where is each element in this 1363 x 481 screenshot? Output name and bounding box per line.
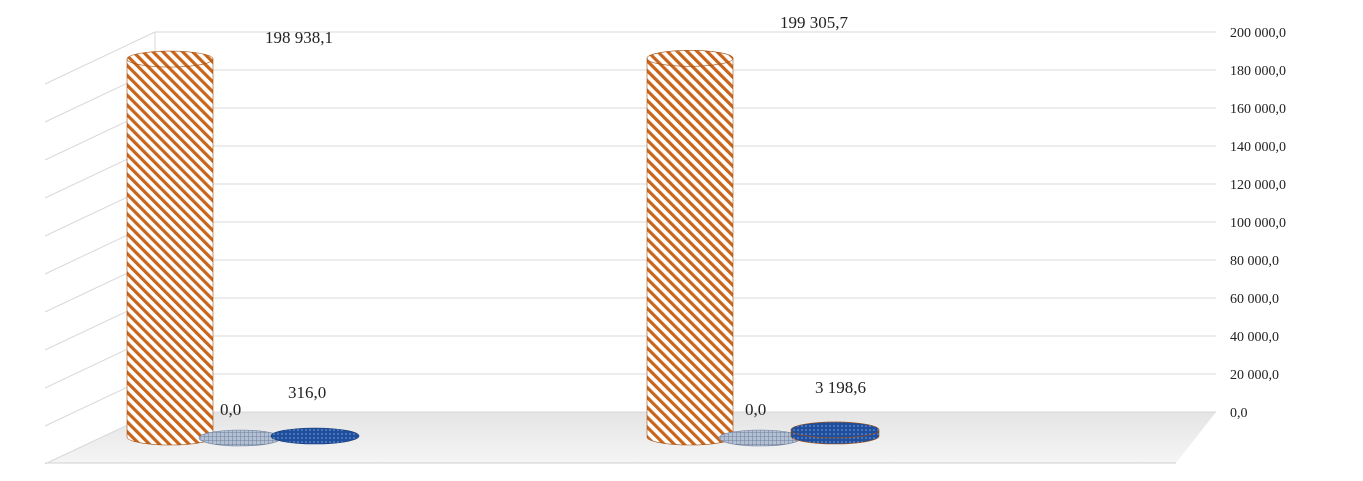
data-label: 198 938,1 <box>265 28 333 47</box>
chart-walls <box>45 412 1216 464</box>
bar-body <box>646 58 734 446</box>
y-tick-label: 60 000,0 <box>1230 292 1279 307</box>
bar-disc <box>198 429 282 447</box>
bars <box>126 50 880 447</box>
y-tick-label: 180 000,0 <box>1230 64 1286 79</box>
data-label: 316,0 <box>288 383 326 402</box>
y-tick-label: 140 000,0 <box>1230 140 1286 155</box>
gridline-side <box>44 31 156 85</box>
data-labels: 198 938,1 199 305,7 0,0 0,0 316,0 3 198,6 <box>220 13 866 419</box>
data-label: 0,0 <box>745 400 766 419</box>
bar <box>126 50 214 446</box>
bar-top <box>790 421 880 439</box>
y-tick-label: 160 000,0 <box>1230 102 1286 117</box>
bar-top <box>646 50 734 67</box>
y-tick-label: 40 000,0 <box>1230 330 1279 345</box>
y-tick-label: 120 000,0 <box>1230 178 1286 193</box>
bar <box>646 50 734 446</box>
bar <box>270 427 360 445</box>
bar-top <box>126 50 214 68</box>
y-tick-label: 100 000,0 <box>1230 216 1286 231</box>
bar-disc <box>270 427 360 445</box>
data-label: 0,0 <box>220 400 241 419</box>
y-axis-ticks: 0,0 20 000,0 40 000,0 60 000,0 80 000,0 100 0… <box>1230 26 1286 421</box>
bar <box>790 421 880 445</box>
bar-disc <box>718 429 802 447</box>
data-label: 199 305,7 <box>780 13 849 32</box>
y-tick-label: 200 000,0 <box>1230 26 1286 41</box>
bar <box>198 429 282 447</box>
y-tick-label: 20 000,0 <box>1230 368 1279 383</box>
chart-floor <box>45 412 1216 463</box>
data-label: 3 198,6 <box>815 378 866 397</box>
bar-body <box>126 58 214 446</box>
y-tick-label: 0,0 <box>1230 406 1248 421</box>
y-tick-label: 80 000,0 <box>1230 254 1279 269</box>
bar <box>718 429 802 447</box>
